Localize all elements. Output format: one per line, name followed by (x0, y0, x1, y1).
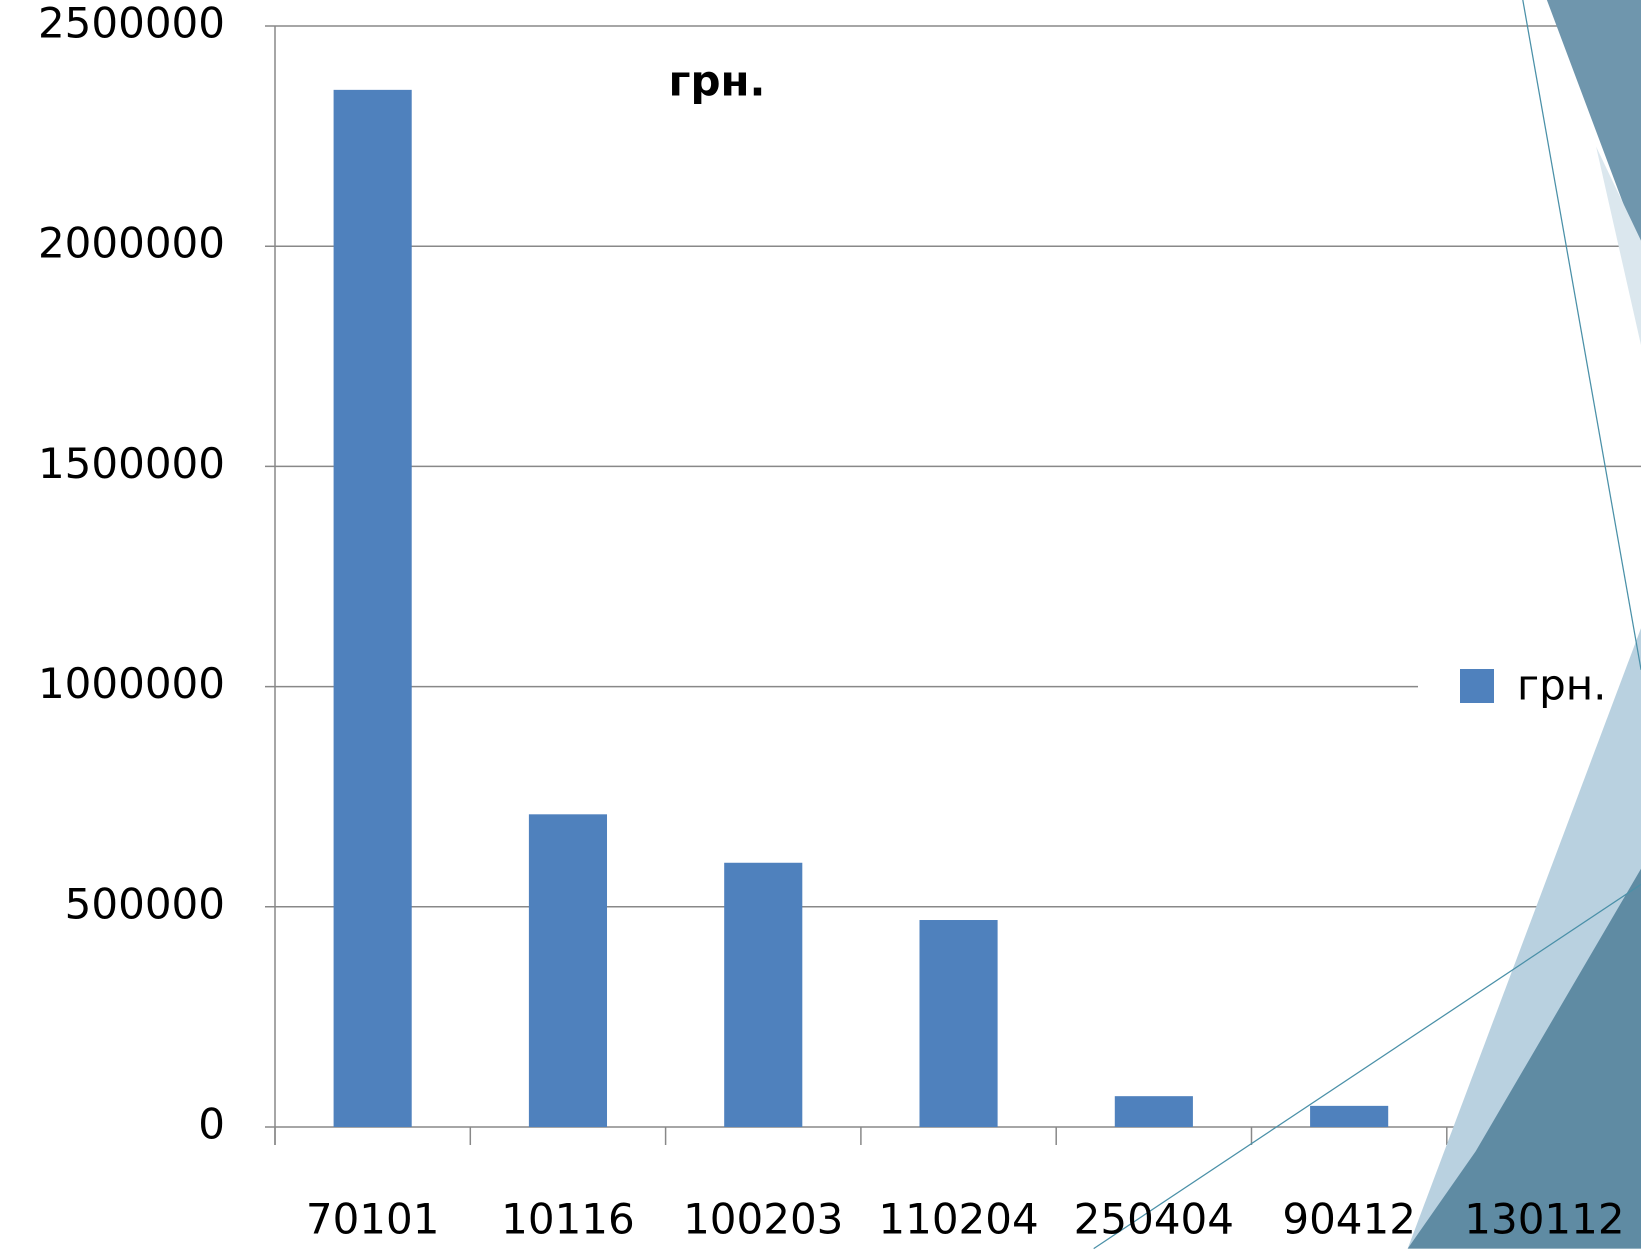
y-tick-label: 0 (198, 1100, 225, 1149)
bar (724, 862, 803, 1127)
plot-area (265, 25, 1641, 1145)
bar (333, 89, 412, 1127)
y-tick-label: 2500000 (38, 0, 225, 48)
x-tick-label: 70101 (306, 1195, 440, 1244)
decor-line (1093, 883, 1641, 1249)
x-tick-label: 110204 (878, 1195, 1038, 1244)
chart-title: грн. (669, 57, 766, 106)
legend-swatch (1460, 669, 1494, 703)
decor-triangle (1596, 146, 1641, 346)
y-tick-label: 2000000 (38, 219, 225, 268)
legend-bg (1418, 654, 1641, 718)
decor-triangle (1546, 0, 1641, 252)
decor-line (1522, 0, 1641, 670)
x-tick-label: 10116 (501, 1195, 635, 1244)
legend-label: грн. (1517, 661, 1607, 710)
bar (528, 814, 608, 1127)
labels: грн. 0 500000 1000000 1500000 2000000 2500000… (38, 0, 1625, 1244)
bar (1114, 1096, 1193, 1127)
decor-triangle (1407, 868, 1641, 1249)
y-tick-label: 1500000 (38, 439, 225, 488)
y-tick-label: 500000 (65, 879, 225, 928)
x-tick-label: 90412 (1282, 1195, 1416, 1244)
x-tick-label: 130112 (1464, 1195, 1624, 1244)
bar (919, 920, 998, 1127)
y-tick-label: 1000000 (38, 659, 225, 708)
x-tick-label: 250404 (1074, 1195, 1234, 1244)
bar (1310, 1105, 1389, 1127)
x-tick-label: 100203 (683, 1195, 843, 1244)
decoration (1093, 0, 1641, 1249)
